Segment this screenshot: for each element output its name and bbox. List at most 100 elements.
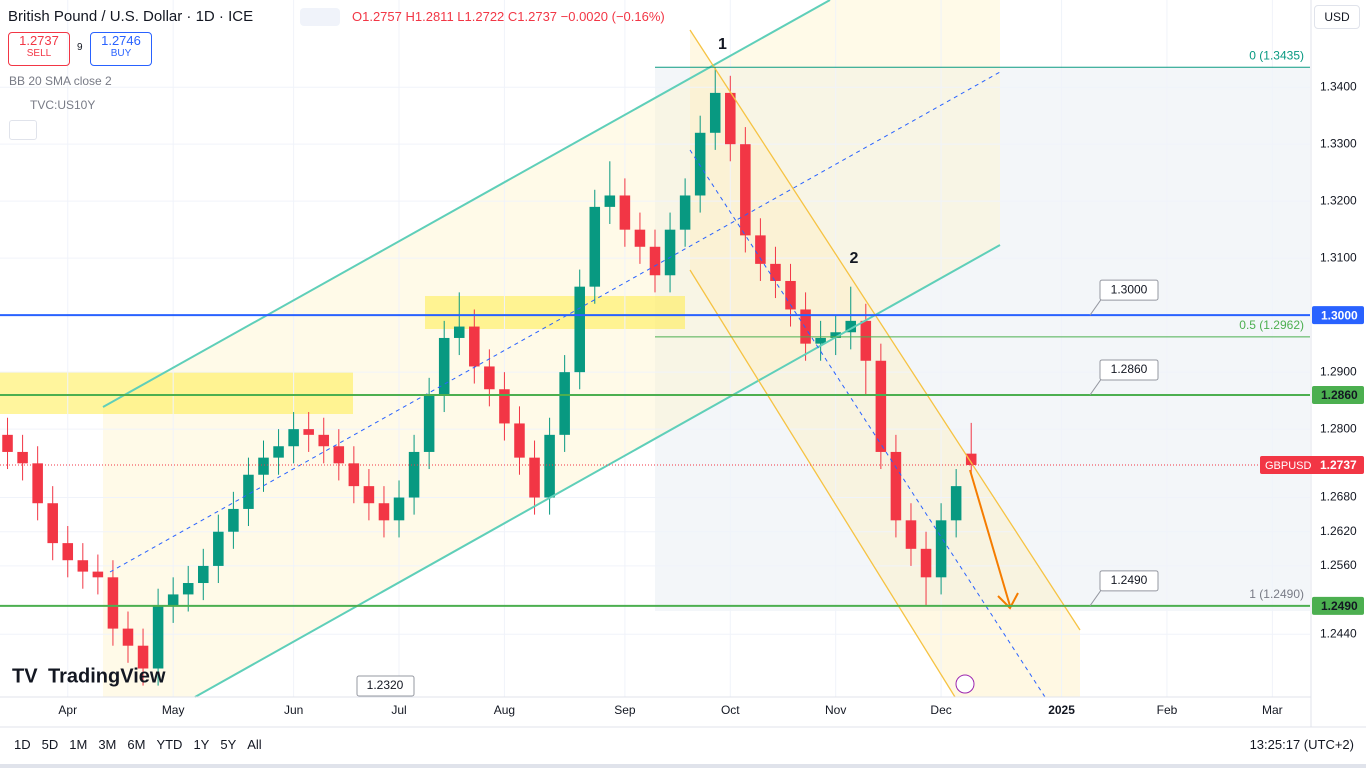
bottom-edge [0,764,1366,768]
buy-price: 1.2746 [101,33,141,48]
x-tick-label: Jun [284,703,303,717]
range-button[interactable]: 1D [14,737,31,752]
candle-body [2,434,13,452]
currency[interactable]: USD [1314,5,1360,29]
candle-body [213,531,224,566]
callout-pointer [1089,377,1103,396]
candle-body [740,144,751,236]
candle-body [423,394,435,452]
annotation: 2 [850,250,859,267]
candle-body [484,366,495,390]
x-tick-label: Jul [391,703,406,717]
y-tick-label: 1.2560 [1320,558,1357,572]
x-tick-label: Nov [825,703,846,717]
price-tag [1312,385,1364,404]
last-price: 1.2737 [1320,458,1357,472]
candle-body [438,337,450,395]
buy-button[interactable]: 1.2746 BUY [90,32,152,66]
y-tick-label: 1.2900 [1320,364,1357,378]
y-tick-label: 1.2620 [1320,524,1357,538]
candle-body [815,337,826,344]
candle-body [469,326,480,367]
candle-body [62,543,74,561]
callout-box [1099,359,1159,381]
y-tick-label: 1.3300 [1320,136,1357,150]
range-bar: 1D 5D 1M 3M 6M YTD 1Y 5Y All [14,737,273,752]
callout-pointer [1089,588,1103,607]
svg-text:TV: TV [12,665,38,687]
candle-body [152,605,164,669]
range-button[interactable]: 1Y [193,737,210,752]
candle-body [679,195,691,230]
overlays: 0 (1.3435) 0.5 (1.2962) 1 (1.2490) 1.3000 1.… [0,0,1310,698]
sell-button[interactable]: 1.2737 SELL [8,32,70,66]
callout-box [1099,570,1159,592]
candle-body [574,286,585,373]
range-button[interactable]: 5Y [220,737,237,752]
candle-body [544,434,555,498]
candle-body [77,560,89,572]
candle-body [709,92,721,133]
x-tick-label: Apr [58,703,77,717]
symbol-title[interactable]: British Pound / U.S. Dollar · 1D · ICE [8,8,254,25]
y-tick-label: 1.3400 [1320,79,1357,93]
x-tick-label: Aug [494,703,515,717]
channel-fill [103,0,1000,697]
candle-body [408,451,420,498]
candle-body [935,520,947,578]
sell-price: 1.2737 [19,33,59,48]
channel-line [102,0,831,408]
candle-body [318,434,330,447]
candle-body [589,206,601,287]
candle-body [122,628,134,646]
channel-line [194,244,1001,698]
zone [425,296,685,329]
candle-body [378,503,390,521]
indicator[interactable]: BB 20 SMA close 2 [9,74,112,88]
range-button[interactable]: 5D [41,737,59,752]
collapse-button[interactable] [9,120,37,140]
candle-body [890,451,902,521]
candle-body [920,548,932,578]
channel-line [689,29,1081,631]
candle-body [725,92,736,145]
price-tag-label: 1.2490 [1321,599,1358,613]
candle-body [694,132,706,196]
candle-body [499,389,510,424]
price-tag-label: 1.2860 [1321,388,1358,402]
candles [2,67,977,686]
channel-line [689,269,956,698]
range-button[interactable]: All [247,737,262,752]
candle-body [17,451,28,464]
indicator[interactable]: TVC:US10Y [30,98,96,112]
candle-body [92,571,104,578]
range-button[interactable]: 3M [98,737,117,752]
price-tag [1312,306,1364,325]
x-tick-label: Sep [614,703,636,717]
x-tick-label: Dec [930,703,951,717]
range-button[interactable]: 6M [127,737,146,752]
last-symbol: GBPUSD [1265,460,1312,472]
candle-body [107,577,119,629]
candle-body [619,195,631,230]
candle-body [965,453,977,466]
range-button[interactable]: 1M [69,737,88,752]
range-button[interactable]: YTD [156,737,183,752]
candle-body [514,423,525,458]
channel-mid [109,71,1001,573]
price-tag-label: 1.3000 [1321,308,1358,322]
candle-body [243,474,254,509]
callout-text: 1.2860 [1111,362,1148,376]
sell-label: SELL [26,48,52,59]
fib-label: 0.5 (1.2962) [1239,318,1304,332]
last-price-tag [1260,456,1364,475]
callout-text: 1.2490 [1111,573,1148,587]
candle-body [649,246,661,276]
clock: 13:25:17 (UTC+2) [1249,737,1354,752]
callout-box [356,675,415,697]
event-icon[interactable] [955,674,975,694]
candle-body [905,520,917,549]
candle-body [755,235,766,264]
status [300,8,340,26]
annotation: 1 [718,36,727,53]
